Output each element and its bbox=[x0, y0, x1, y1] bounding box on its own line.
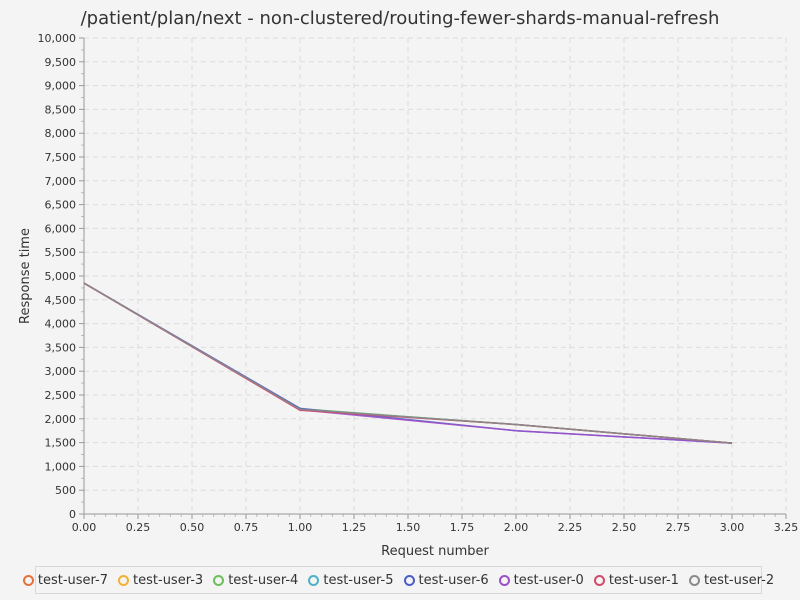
y-tick-label: 0 bbox=[69, 508, 76, 521]
legend-label: test-user-7 bbox=[37, 572, 109, 588]
legend-swatch-icon bbox=[22, 574, 34, 586]
y-tick-label: 5,000 bbox=[45, 270, 77, 283]
y-axis-label: Response time bbox=[18, 228, 33, 324]
y-tick-label: 7,000 bbox=[45, 175, 77, 188]
y-tick-label: 1,500 bbox=[45, 437, 77, 450]
y-tick-label: 8,500 bbox=[45, 103, 77, 116]
y-tick-label: 9,000 bbox=[45, 80, 77, 93]
legend-label: test-user-4 bbox=[228, 572, 299, 588]
legend-label: test-user-3 bbox=[133, 572, 204, 588]
legend-item[interactable]: test-user-0 bbox=[498, 572, 584, 588]
y-tick-label: 4,000 bbox=[45, 318, 77, 331]
x-tick-label: 1.25 bbox=[342, 521, 367, 534]
x-tick-label: 0.50 bbox=[180, 521, 205, 534]
x-tick-label: 3.00 bbox=[720, 521, 745, 534]
grid bbox=[84, 37, 787, 514]
y-tick-label: 3,500 bbox=[45, 341, 77, 354]
y-tick-label: 500 bbox=[55, 484, 76, 497]
y-tick-label: 7,500 bbox=[45, 151, 77, 164]
y-tick-label: 2,500 bbox=[45, 389, 77, 402]
legend-label: test-user-5 bbox=[323, 572, 394, 588]
legend-label: test-user-1 bbox=[608, 572, 679, 588]
y-tick-label: 2,000 bbox=[45, 413, 77, 426]
y-tick-label: 8,000 bbox=[45, 127, 77, 140]
legend-item[interactable]: test-user-4 bbox=[213, 573, 298, 588]
y-tick-label: 5,500 bbox=[45, 246, 77, 259]
y-tick-label: 6,500 bbox=[45, 199, 77, 212]
legend-swatch-icon bbox=[403, 574, 415, 586]
x-tick-label: 0.75 bbox=[234, 521, 259, 534]
legend-swatch-icon bbox=[213, 574, 225, 586]
x-tick-label: 1.50 bbox=[396, 521, 421, 534]
x-tick-label: 2.75 bbox=[666, 521, 691, 534]
y-tick-label: 3,000 bbox=[45, 365, 77, 378]
legend-item[interactable]: test-user-1 bbox=[593, 572, 679, 588]
x-tick-label: 0.00 bbox=[72, 521, 97, 534]
legend-item[interactable]: test-user-5 bbox=[308, 572, 394, 588]
axes: 0 500 1,000 1,500 2,000 2,500 3,000 3,500 4,000 4… bbox=[38, 32, 799, 534]
legend-swatch-icon bbox=[498, 574, 510, 586]
legend: test-user-7 test-user-3 test-user-4 test-us… bbox=[22, 566, 774, 594]
x-tick-label: 1.75 bbox=[450, 521, 475, 534]
y-tick-label: 1,000 bbox=[45, 460, 77, 473]
legend-label: test-user-2 bbox=[703, 572, 775, 588]
legend-swatch-icon bbox=[688, 574, 700, 586]
legend-item[interactable]: test-user-2 bbox=[688, 572, 775, 588]
chart-title: /patient/plan/next - non-clustered/routi… bbox=[81, 8, 720, 29]
legend-item[interactable]: test-user-3 bbox=[118, 573, 203, 588]
x-tick-label: 2.50 bbox=[612, 521, 637, 534]
chart-svg: /patient/plan/next - non-clustered/routi… bbox=[18, 8, 799, 559]
y-tick-label: 10,000 bbox=[38, 32, 77, 45]
legend-label: test-user-0 bbox=[513, 572, 584, 588]
series-line-test-user-2 bbox=[83, 282, 733, 444]
y-tick-label: 9,500 bbox=[45, 56, 77, 69]
legend-label: test-user-6 bbox=[418, 572, 489, 588]
x-tick-label: 2.00 bbox=[504, 521, 529, 534]
x-axis-label: Request number bbox=[381, 544, 489, 559]
legend-swatch-icon bbox=[593, 574, 605, 586]
legend-swatch-icon bbox=[118, 574, 130, 586]
legend-swatch-icon bbox=[308, 574, 320, 586]
y-tick-label: 4,500 bbox=[45, 294, 77, 307]
legend-item[interactable]: test-user-7 bbox=[22, 572, 109, 588]
y-tick-label: 6,000 bbox=[45, 222, 77, 235]
x-tick-label: 1.00 bbox=[288, 521, 313, 534]
x-tick-label: 2.25 bbox=[558, 521, 583, 534]
legend-item[interactable]: test-user-6 bbox=[403, 572, 489, 588]
x-tick-label: 0.25 bbox=[126, 521, 151, 534]
x-tick-label: 3.25 bbox=[774, 521, 799, 534]
series-lines bbox=[83, 282, 733, 444]
